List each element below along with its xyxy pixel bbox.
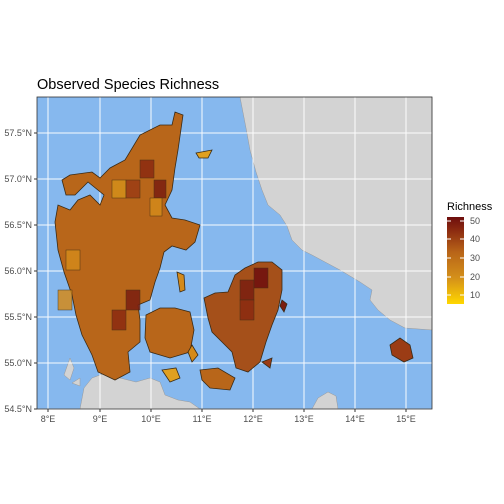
y-tick-label: 54.5°N: [4, 404, 32, 414]
land-small-dk: [71, 377, 81, 387]
x-tick-label: 14°E: [345, 414, 365, 424]
region-mon: [261, 357, 273, 369]
region-anholt: [195, 149, 213, 159]
cell: [139, 159, 155, 179]
x-tick-label: 9°E: [93, 414, 108, 424]
legend-title: Richness: [447, 201, 493, 213]
cell: [239, 299, 255, 321]
legend-tick-label: 40: [470, 234, 481, 244]
region-jutland: [54, 111, 201, 381]
region-samso: [176, 271, 186, 293]
x-tick-label: 12°E: [243, 414, 263, 424]
cell: [111, 179, 127, 199]
region-funen: [144, 307, 195, 359]
x-axis: 8°E 9°E 10°E 11°E 12°E 13°E 14°E 15°E: [41, 409, 416, 424]
y-tick-label: 57.5°N: [4, 128, 32, 138]
y-axis: 57.5°N 57.0°N 56.5°N 56.0°N 55.5°N 55.0°…: [4, 128, 37, 414]
map-title: Observed Species Richness: [37, 77, 220, 93]
y-tick-label: 56.5°N: [4, 220, 32, 230]
region-langeland: [187, 344, 199, 363]
x-tick-label: 8°E: [41, 414, 56, 424]
y-tick-label: 55.5°N: [4, 312, 32, 322]
region-bornholm: [389, 337, 414, 363]
x-tick-label: 10°E: [141, 414, 161, 424]
y-tick-label: 56.0°N: [4, 266, 32, 276]
cell: [125, 179, 141, 199]
land-sweden: [239, 96, 433, 331]
cell: [239, 279, 255, 301]
cell: [57, 289, 73, 311]
x-tick-label: 13°E: [294, 414, 314, 424]
cell: [65, 249, 81, 271]
region-falster-small: [279, 299, 288, 313]
land-germany: [79, 371, 201, 410]
richness-cells: [57, 159, 269, 331]
denmark-regions: [54, 111, 414, 391]
cell: [125, 289, 141, 311]
region-aero: [161, 367, 181, 383]
x-tick-label: 11°E: [193, 414, 212, 424]
region-lolland: [199, 367, 236, 391]
cell: [153, 179, 167, 199]
x-tick-label: 15°E: [396, 414, 416, 424]
y-tick-label: 55.0°N: [4, 358, 32, 368]
legend-tick-label: 10: [470, 290, 481, 300]
legend-tick-label: 30: [470, 253, 481, 263]
cell: [149, 197, 163, 217]
legend-colorbar: [447, 217, 464, 304]
y-tick-label: 57.0°N: [4, 174, 32, 184]
cell: [111, 309, 127, 331]
legend-tick-label: 20: [470, 272, 481, 282]
legend-tick-label: 50: [470, 216, 481, 226]
cell: [253, 267, 269, 289]
